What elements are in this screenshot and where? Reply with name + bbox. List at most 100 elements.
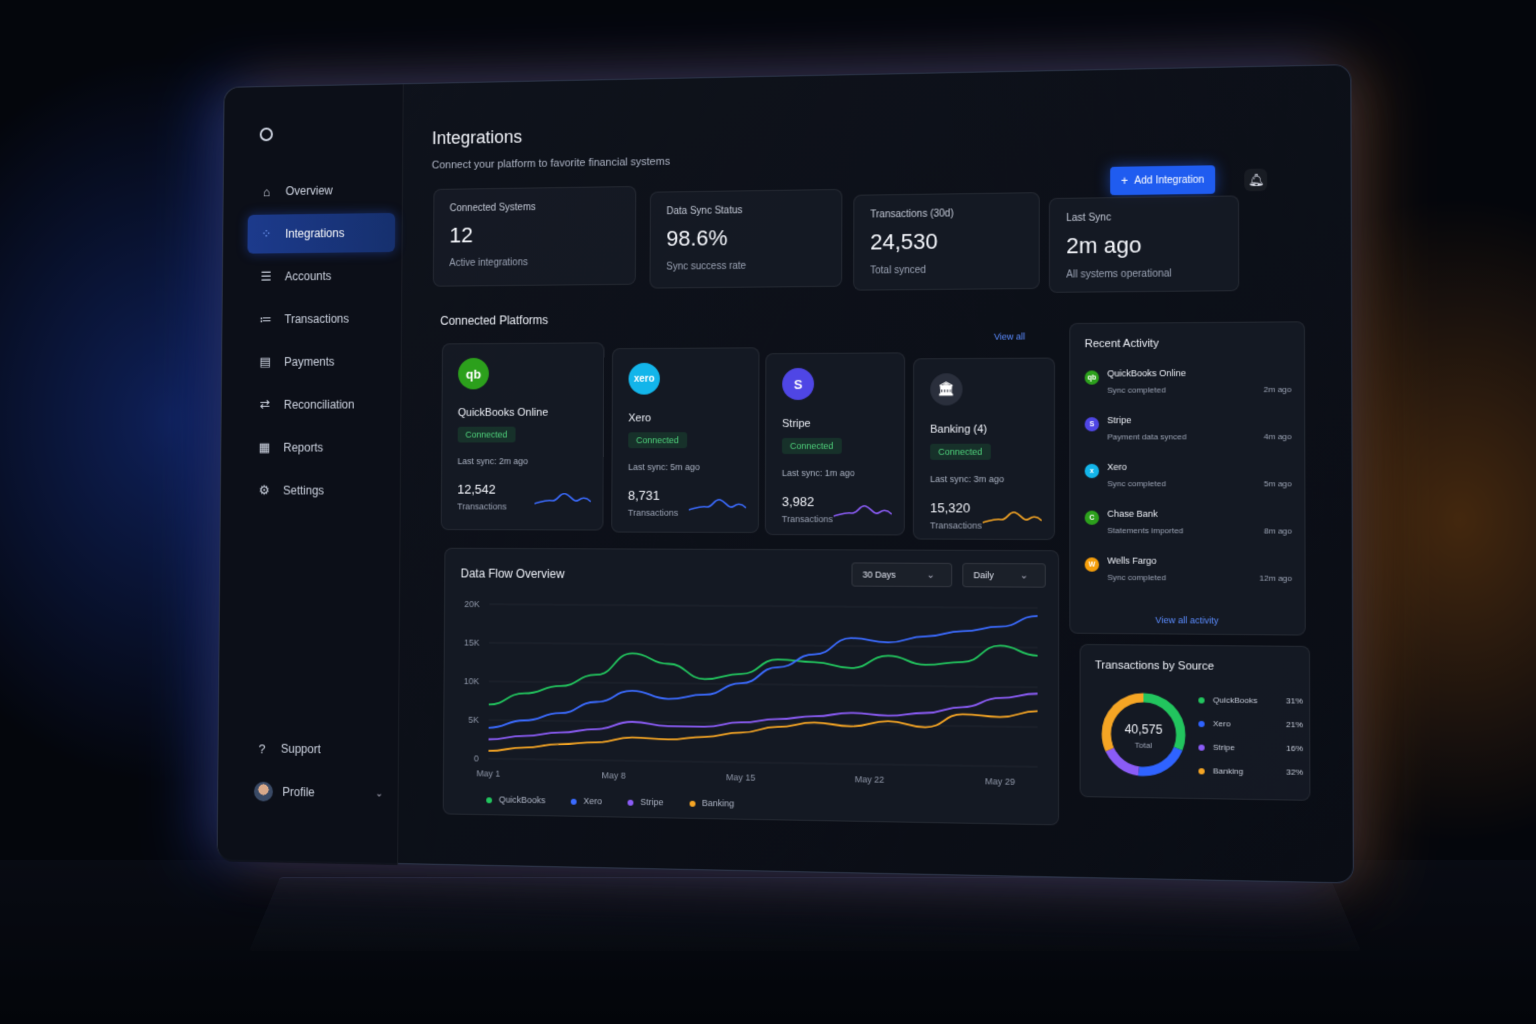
stat-value: 98.6% — [666, 225, 727, 251]
sidebar-item-label: Reconciliation — [284, 398, 355, 412]
sidebar-item-label: Integrations — [285, 226, 344, 240]
chart-title: Data Flow Overview — [461, 567, 565, 581]
platform-logo-icon: S — [782, 368, 814, 400]
legend-dot — [486, 797, 492, 803]
profile-label: Profile — [282, 785, 314, 799]
gridline — [489, 643, 1037, 648]
recent-activity-card: Recent Activity qb QuickBooks Online Syn… — [1069, 321, 1305, 635]
platform-card[interactable]: qb QuickBooks Online Connected Last sync… — [441, 342, 605, 530]
last-sync: Last sync: 3m ago — [930, 474, 1004, 484]
sparkline — [834, 496, 892, 522]
transaction-count-label: Transactions — [628, 508, 678, 518]
sidebar-item-settings[interactable]: ⚙ Settings — [245, 471, 393, 510]
legend-label: Xero — [583, 796, 602, 806]
activity-item[interactable]: qb QuickBooks Online Sync completed 2m a… — [1085, 367, 1292, 409]
platform-card[interactable]: S Stripe Connected Last sync: 1m ago 3,9… — [765, 352, 905, 535]
page-title: Integrations — [432, 127, 522, 149]
bell-icon[interactable]: 🔔︎ — [1244, 169, 1267, 192]
donut-total-label: Total — [1097, 740, 1190, 750]
data-flow-card: Data Flow Overview 30 Days ⌄ Daily ⌄ 0 5K… — [443, 548, 1059, 826]
activity-icon: S — [1085, 417, 1099, 431]
integrations-icon: ⁘ — [259, 227, 274, 241]
gridline — [488, 759, 1037, 767]
sidebar-item-reports[interactable]: ▦ Reports — [246, 428, 394, 467]
bank-icon: 🏛︎ — [930, 373, 962, 405]
stat-label: Data Sync Status — [666, 205, 742, 217]
platform-card[interactable]: 🏛︎ Banking (4) Connected Last sync: 3m a… — [913, 358, 1055, 540]
activity-item[interactable]: S Stripe Payment data synced 4m ago — [1085, 415, 1292, 456]
sidebar-nav: ⌂ Overview ⁘ Integrations ☰ Accounts ≔ T… — [245, 170, 395, 514]
source-name: QuickBooks — [1213, 695, 1258, 705]
legend-item: Banking — [689, 798, 734, 809]
stat-card-data-sync: Data Sync Status 98.6% Sync success rate — [650, 189, 843, 289]
y-tick-label: 10K — [464, 676, 480, 686]
sidebar-item-overview[interactable]: ⌂ Overview — [248, 170, 396, 211]
last-sync: Last sync: 1m ago — [782, 468, 855, 478]
monitor-stand — [249, 877, 1361, 951]
page-subtitle: Connect your platform to favorite financ… — [432, 156, 670, 172]
sidebar-bottom: ? Support Profile ⌄ — [242, 729, 391, 818]
transaction-count: 15,320 — [930, 500, 970, 515]
sidebar-item-payments[interactable]: ▤ Payments — [246, 342, 394, 382]
platform-name: QuickBooks Online — [458, 407, 548, 419]
sparkline — [983, 502, 1042, 528]
chevron-down-icon: ⌄ — [1020, 570, 1029, 581]
transaction-count-label: Transactions — [782, 514, 833, 524]
x-tick-label: May 1 — [476, 768, 500, 778]
sidebar-item-transactions[interactable]: ≔ Transactions — [247, 299, 395, 339]
x-tick-label: May 22 — [855, 774, 885, 785]
sidebar-item-integrations[interactable]: ⁘ Integrations — [247, 213, 395, 254]
gridline — [489, 720, 1038, 727]
sidebar-item-label: Settings — [283, 484, 324, 498]
interval-select[interactable]: Daily ⌄ — [962, 563, 1045, 588]
source-pct: 16% — [1286, 744, 1303, 754]
activity-icon: qb — [1085, 370, 1099, 384]
activity-name: Stripe — [1107, 415, 1131, 425]
activity-time: 5m ago — [1264, 479, 1292, 488]
help-icon: ? — [254, 741, 269, 755]
gear-icon: ⚙ — [257, 484, 272, 498]
activity-icon: C — [1085, 511, 1099, 525]
platform-name: Banking (4) — [930, 424, 987, 436]
sidebar-item-label: Support — [281, 742, 321, 756]
add-integration-button[interactable]: + Add Integration — [1110, 165, 1215, 195]
platforms-view-all-link[interactable]: View all — [994, 331, 1025, 341]
activity-name: Xero — [1107, 462, 1127, 472]
profile-menu[interactable]: Profile ⌄ — [243, 772, 392, 814]
sparkline — [534, 484, 591, 510]
view-all-activity-link[interactable]: View all activity — [1070, 614, 1304, 626]
activity-item[interactable]: C Chase Bank Statements imported 8m ago — [1085, 509, 1292, 550]
activity-item[interactable]: x Xero Sync completed 5m ago — [1085, 462, 1292, 503]
source-legend-row: QuickBooks 31% — [1198, 695, 1302, 705]
stat-value: 24,530 — [870, 229, 938, 256]
avatar — [254, 782, 273, 802]
app-logo-icon[interactable] — [260, 127, 273, 141]
transaction-count: 8,731 — [628, 488, 660, 503]
activity-desc: Sync completed — [1107, 479, 1166, 488]
list-icon: ≔ — [258, 313, 273, 327]
platform-logo-icon: qb — [458, 358, 489, 390]
activity-time: 8m ago — [1264, 526, 1292, 535]
sidebar-item-reconciliation[interactable]: ⇄ Reconciliation — [246, 385, 394, 425]
sidebar-item-accounts[interactable]: ☰ Accounts — [247, 256, 395, 296]
activity-name: QuickBooks Online — [1107, 368, 1186, 379]
connected-platforms-title: Connected Platforms — [440, 313, 548, 328]
y-tick-label: 5K — [468, 715, 479, 725]
platform-card[interactable]: xero Xero Connected Last sync: 5m ago 8,… — [611, 347, 759, 533]
y-tick-label: 15K — [464, 637, 480, 647]
sidebar-item-support[interactable]: ? Support — [243, 729, 392, 770]
range-select[interactable]: 30 Days ⌄ — [851, 562, 952, 587]
platform-logo-icon: xero — [628, 363, 659, 395]
legend-dot — [1198, 744, 1204, 750]
x-tick-label: May 29 — [985, 776, 1015, 787]
reports-icon: ▦ — [257, 441, 272, 455]
x-tick-label: May 8 — [602, 770, 626, 781]
chevron-down-icon: ⌄ — [927, 569, 935, 580]
source-name: Stripe — [1213, 743, 1235, 753]
status-badge: Connected — [628, 432, 686, 448]
activity-name: Chase Bank — [1107, 509, 1158, 519]
activity-item[interactable]: W Wells Fargo Sync completed 12m ago — [1085, 555, 1292, 597]
stat-card-transactions: Transactions (30d) 24,530 Total synced — [853, 192, 1040, 291]
activity-desc: Sync completed — [1107, 573, 1166, 582]
